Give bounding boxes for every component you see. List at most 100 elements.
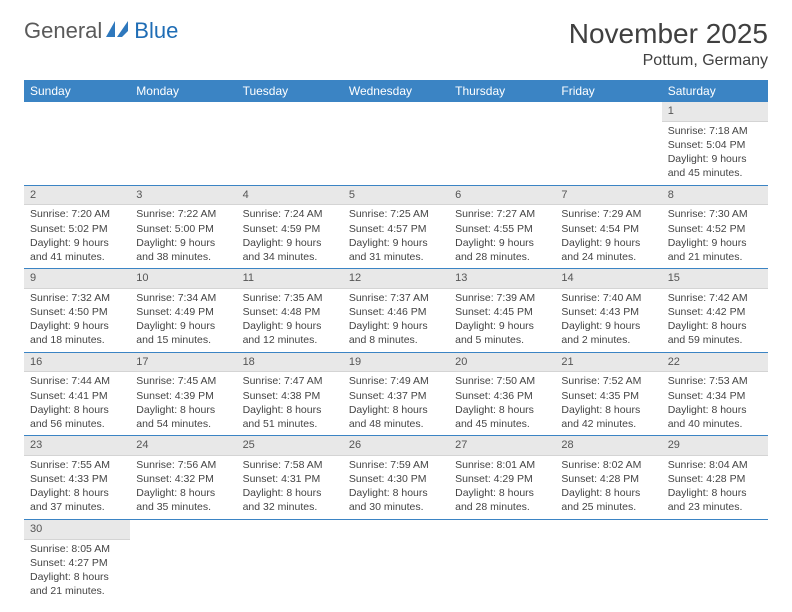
sunset-text: Sunset: 4:28 PM xyxy=(561,472,655,486)
day-body: Sunrise: 7:24 AMSunset: 4:59 PMDaylight:… xyxy=(237,205,343,268)
day-number: 23 xyxy=(24,436,130,456)
calendar-table: Sunday Monday Tuesday Wednesday Thursday… xyxy=(24,80,768,602)
calendar-cell: 25Sunrise: 7:58 AMSunset: 4:31 PMDayligh… xyxy=(237,436,343,520)
daylight-text: Daylight: 9 hours and 34 minutes. xyxy=(243,236,337,264)
day-number: 3 xyxy=(130,186,236,206)
sunrise-text: Sunrise: 7:40 AM xyxy=(561,291,655,305)
calendar-cell: 18Sunrise: 7:47 AMSunset: 4:38 PMDayligh… xyxy=(237,352,343,436)
day-body: Sunrise: 8:04 AMSunset: 4:28 PMDaylight:… xyxy=(662,456,768,519)
sunrise-text: Sunrise: 7:29 AM xyxy=(561,207,655,221)
calendar-cell: 20Sunrise: 7:50 AMSunset: 4:36 PMDayligh… xyxy=(449,352,555,436)
sunset-text: Sunset: 5:00 PM xyxy=(136,222,230,236)
day-body: Sunrise: 7:42 AMSunset: 4:42 PMDaylight:… xyxy=(662,289,768,352)
calendar-cell: 24Sunrise: 7:56 AMSunset: 4:32 PMDayligh… xyxy=(130,436,236,520)
sunset-text: Sunset: 4:27 PM xyxy=(30,556,124,570)
sunrise-text: Sunrise: 7:20 AM xyxy=(30,207,124,221)
daylight-text: Daylight: 9 hours and 2 minutes. xyxy=(561,319,655,347)
day-body: Sunrise: 7:45 AMSunset: 4:39 PMDaylight:… xyxy=(130,372,236,435)
calendar-row: 23Sunrise: 7:55 AMSunset: 4:33 PMDayligh… xyxy=(24,436,768,520)
day-body: Sunrise: 8:01 AMSunset: 4:29 PMDaylight:… xyxy=(449,456,555,519)
sunset-text: Sunset: 4:36 PM xyxy=(455,389,549,403)
daylight-text: Daylight: 8 hours and 45 minutes. xyxy=(455,403,549,431)
sunrise-text: Sunrise: 7:50 AM xyxy=(455,374,549,388)
calendar-cell: 1Sunrise: 7:18 AMSunset: 5:04 PMDaylight… xyxy=(662,102,768,185)
sunrise-text: Sunrise: 7:39 AM xyxy=(455,291,549,305)
sunrise-text: Sunrise: 7:30 AM xyxy=(668,207,762,221)
daylight-text: Daylight: 8 hours and 37 minutes. xyxy=(30,486,124,514)
calendar-cell: 12Sunrise: 7:37 AMSunset: 4:46 PMDayligh… xyxy=(343,269,449,353)
daylight-text: Daylight: 9 hours and 18 minutes. xyxy=(30,319,124,347)
calendar-row: 2Sunrise: 7:20 AMSunset: 5:02 PMDaylight… xyxy=(24,185,768,269)
day-body: Sunrise: 7:39 AMSunset: 4:45 PMDaylight:… xyxy=(449,289,555,352)
sunset-text: Sunset: 4:43 PM xyxy=(561,305,655,319)
sunset-text: Sunset: 4:57 PM xyxy=(349,222,443,236)
logo-text-blue: Blue xyxy=(134,18,178,44)
sunset-text: Sunset: 4:45 PM xyxy=(455,305,549,319)
daylight-text: Daylight: 8 hours and 56 minutes. xyxy=(30,403,124,431)
sunrise-text: Sunrise: 7:27 AM xyxy=(455,207,549,221)
day-number: 6 xyxy=(449,186,555,206)
day-number: 22 xyxy=(662,353,768,373)
flag-icon xyxy=(106,19,132,44)
sunset-text: Sunset: 4:31 PM xyxy=(243,472,337,486)
day-body: Sunrise: 7:55 AMSunset: 4:33 PMDaylight:… xyxy=(24,456,130,519)
sunrise-text: Sunrise: 7:55 AM xyxy=(30,458,124,472)
sunset-text: Sunset: 4:39 PM xyxy=(136,389,230,403)
day-number: 18 xyxy=(237,353,343,373)
calendar-cell: 28Sunrise: 8:02 AMSunset: 4:28 PMDayligh… xyxy=(555,436,661,520)
logo-text-general: General xyxy=(24,18,102,44)
day-body: Sunrise: 7:29 AMSunset: 4:54 PMDaylight:… xyxy=(555,205,661,268)
header: General Blue November 2025 Pottum, Germa… xyxy=(24,18,768,70)
day-number: 25 xyxy=(237,436,343,456)
day-body: Sunrise: 7:58 AMSunset: 4:31 PMDaylight:… xyxy=(237,456,343,519)
calendar-cell: 30Sunrise: 8:05 AMSunset: 4:27 PMDayligh… xyxy=(24,519,130,602)
logo: General Blue xyxy=(24,18,178,44)
sunset-text: Sunset: 4:35 PM xyxy=(561,389,655,403)
sunrise-text: Sunrise: 7:59 AM xyxy=(349,458,443,472)
day-body: Sunrise: 8:02 AMSunset: 4:28 PMDaylight:… xyxy=(555,456,661,519)
day-body: Sunrise: 7:47 AMSunset: 4:38 PMDaylight:… xyxy=(237,372,343,435)
sunrise-text: Sunrise: 7:45 AM xyxy=(136,374,230,388)
sunset-text: Sunset: 4:33 PM xyxy=(30,472,124,486)
day-body: Sunrise: 7:53 AMSunset: 4:34 PMDaylight:… xyxy=(662,372,768,435)
daylight-text: Daylight: 8 hours and 51 minutes. xyxy=(243,403,337,431)
calendar-cell: 29Sunrise: 8:04 AMSunset: 4:28 PMDayligh… xyxy=(662,436,768,520)
sunset-text: Sunset: 4:34 PM xyxy=(668,389,762,403)
sunrise-text: Sunrise: 7:49 AM xyxy=(349,374,443,388)
calendar-cell xyxy=(449,519,555,602)
sunrise-text: Sunrise: 7:22 AM xyxy=(136,207,230,221)
sunset-text: Sunset: 5:04 PM xyxy=(668,138,762,152)
calendar-cell: 9Sunrise: 7:32 AMSunset: 4:50 PMDaylight… xyxy=(24,269,130,353)
day-number: 24 xyxy=(130,436,236,456)
day-number: 30 xyxy=(24,520,130,540)
sunset-text: Sunset: 4:37 PM xyxy=(349,389,443,403)
sunrise-text: Sunrise: 7:24 AM xyxy=(243,207,337,221)
sunset-text: Sunset: 4:59 PM xyxy=(243,222,337,236)
day-number: 8 xyxy=(662,186,768,206)
day-number: 12 xyxy=(343,269,449,289)
calendar-cell xyxy=(130,102,236,185)
sunrise-text: Sunrise: 7:58 AM xyxy=(243,458,337,472)
day-number: 13 xyxy=(449,269,555,289)
calendar-row: 16Sunrise: 7:44 AMSunset: 4:41 PMDayligh… xyxy=(24,352,768,436)
day-body: Sunrise: 8:05 AMSunset: 4:27 PMDaylight:… xyxy=(24,540,130,603)
daylight-text: Daylight: 8 hours and 42 minutes. xyxy=(561,403,655,431)
location: Pottum, Germany xyxy=(569,52,768,70)
calendar-cell: 16Sunrise: 7:44 AMSunset: 4:41 PMDayligh… xyxy=(24,352,130,436)
sunset-text: Sunset: 4:52 PM xyxy=(668,222,762,236)
sunrise-text: Sunrise: 7:32 AM xyxy=(30,291,124,305)
day-number: 21 xyxy=(555,353,661,373)
sunrise-text: Sunrise: 8:04 AM xyxy=(668,458,762,472)
day-number: 19 xyxy=(343,353,449,373)
calendar-cell: 11Sunrise: 7:35 AMSunset: 4:48 PMDayligh… xyxy=(237,269,343,353)
calendar-cell: 8Sunrise: 7:30 AMSunset: 4:52 PMDaylight… xyxy=(662,185,768,269)
sunrise-text: Sunrise: 7:56 AM xyxy=(136,458,230,472)
day-number: 15 xyxy=(662,269,768,289)
calendar-row: 30Sunrise: 8:05 AMSunset: 4:27 PMDayligh… xyxy=(24,519,768,602)
sunrise-text: Sunrise: 7:18 AM xyxy=(668,124,762,138)
title-block: November 2025 Pottum, Germany xyxy=(569,18,768,70)
daylight-text: Daylight: 8 hours and 32 minutes. xyxy=(243,486,337,514)
daylight-text: Daylight: 8 hours and 21 minutes. xyxy=(30,570,124,598)
month-title: November 2025 xyxy=(569,18,768,50)
calendar-cell xyxy=(555,102,661,185)
